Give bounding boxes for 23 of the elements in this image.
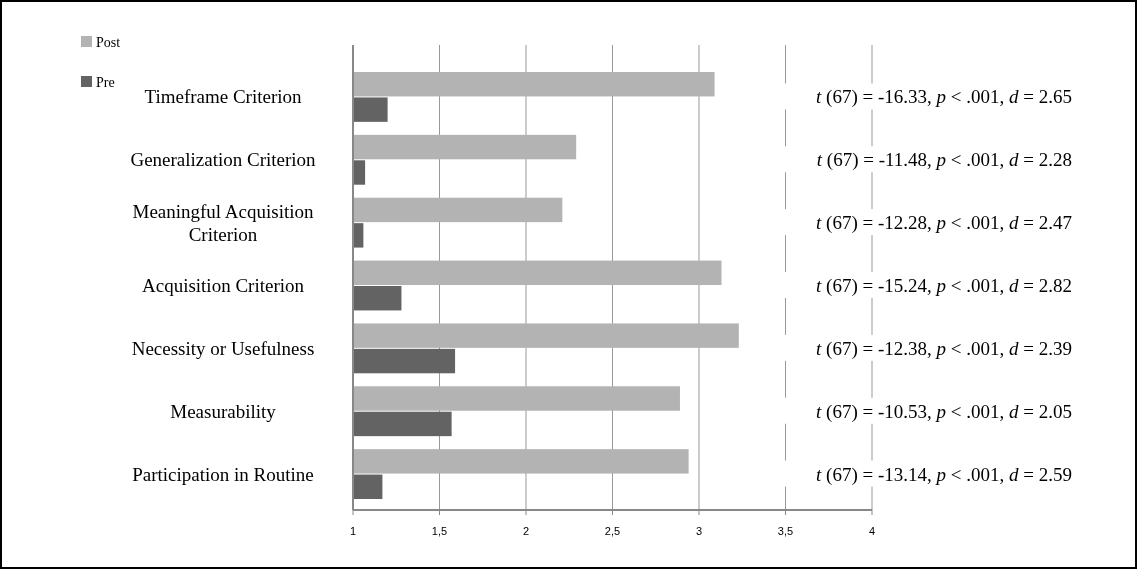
x-tick-label: 2 xyxy=(522,525,530,537)
y-tick-label: Generalization Criterion xyxy=(130,149,317,171)
x-tick-label: 1,5 xyxy=(431,525,448,537)
annotation: t (67) = -12.28, p < .001, d = 2.47 xyxy=(816,212,1072,235)
y-tick-label: Measurability xyxy=(170,400,277,422)
annotation: t (67) = -16.33, p < .001, d = 2.65 xyxy=(816,86,1072,109)
x-tick-label: 1 xyxy=(349,525,357,537)
annotation: t (67) = -11.48, p < .001, d = 2.28 xyxy=(816,149,1072,172)
y-tick-label: Timeframe Criterion xyxy=(144,86,303,108)
annotation: t (67) = -13.14, p < .001, d = 2.59 xyxy=(816,463,1072,486)
y-tick-label: Meaningful Acquisition Criterion xyxy=(132,200,314,245)
x-tick-label: 3,5 xyxy=(777,525,794,537)
y-tick-label: Necessity or Usefulness xyxy=(131,337,315,359)
annotation: t (67) = -15.24, p < .001, d = 2.82 xyxy=(816,275,1072,297)
x-tick-label: 3 xyxy=(695,525,703,537)
x-tick-label: 4 xyxy=(868,525,876,537)
legend-label: Post xyxy=(96,35,121,50)
y-tick-label: Participation in Routine xyxy=(132,463,314,485)
annotation: t (67) = -10.53, p < .001, d = 2.05 xyxy=(816,400,1072,423)
legend-label: Pre xyxy=(96,75,115,90)
y-tick-label: Acquisition Criterion xyxy=(141,275,305,296)
annotation: t (67) = -12.38, p < .001, d = 2.39 xyxy=(816,337,1072,360)
x-tick-label: 2,5 xyxy=(604,525,621,537)
